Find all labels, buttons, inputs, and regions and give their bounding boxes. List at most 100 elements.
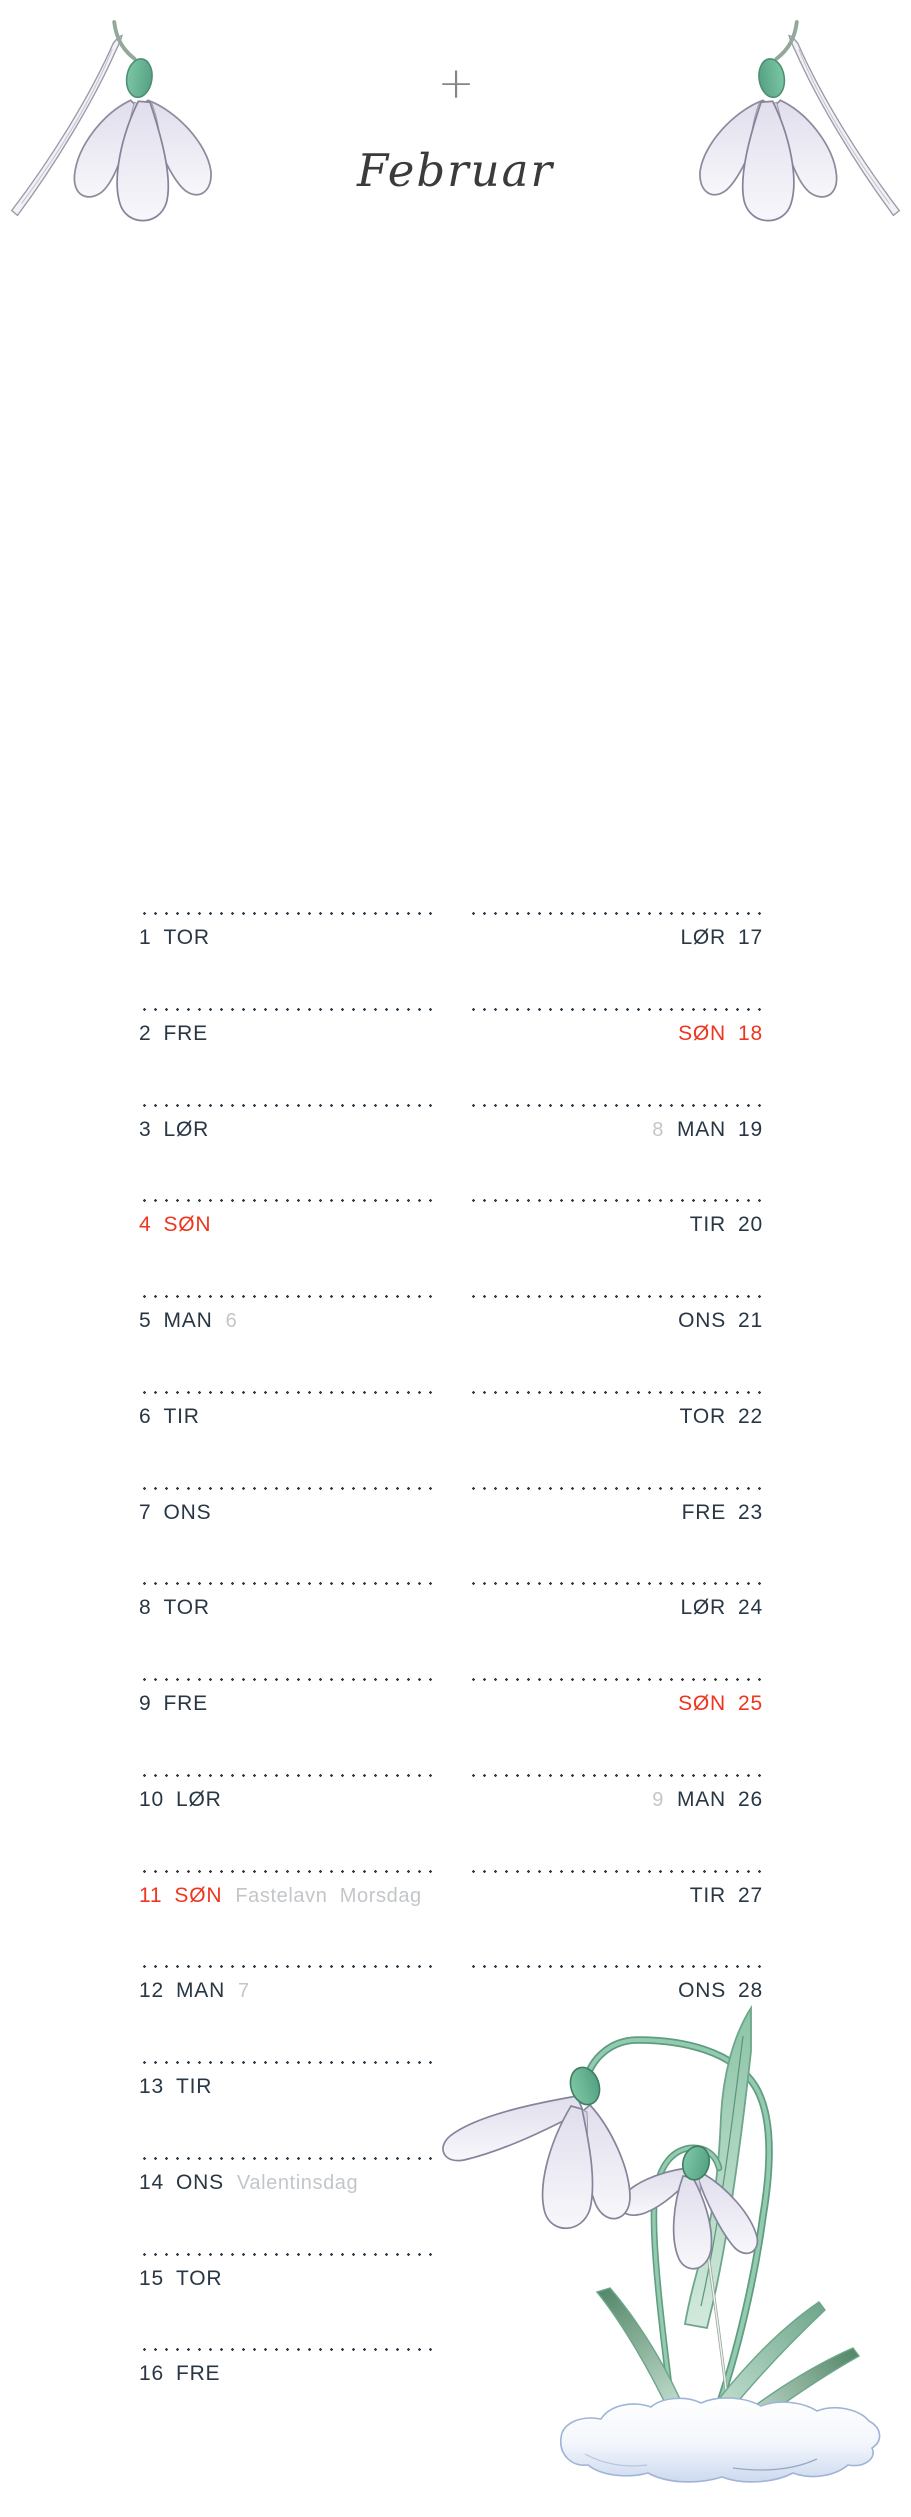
calendar-day-row: TIR 20	[468, 1199, 763, 1237]
snowdrop-illustration-top-right	[699, 20, 901, 222]
dotted-writing-line	[468, 1199, 763, 1203]
date-number: 1	[139, 926, 152, 949]
holiday-note: Fastelavn Morsdag	[235, 1884, 422, 1907]
weekday-abbreviation: MAN	[163, 1309, 213, 1332]
date-number: 7	[139, 1500, 152, 1524]
calendar-day-row: LØR 24	[468, 1582, 763, 1620]
calendar-day-row: SØN 18	[468, 1007, 763, 1046]
day-label: LØR 24	[468, 1596, 763, 1620]
calendar-day-row: 15 TOR	[139, 2252, 433, 2291]
weekday-abbreviation: SØN	[174, 1883, 223, 1907]
day-label: 2 FRE	[139, 1022, 433, 1046]
day-label: FRE 23	[468, 1501, 763, 1525]
calendar-day-row: 9 MAN 26	[468, 1773, 763, 1812]
weekday-abbreviation: ONS	[163, 1500, 212, 1524]
dotted-writing-line	[139, 2156, 433, 2160]
day-label: SØN 18	[468, 1022, 763, 1046]
date-number: 17	[738, 926, 763, 949]
date-number: 4	[139, 1213, 152, 1237]
weekday-abbreviation: SØN	[163, 1213, 212, 1237]
day-label: 16 FRE	[139, 2362, 433, 2386]
calendar-day-row: TOR 22	[468, 1390, 763, 1429]
dotted-writing-line	[139, 1295, 433, 1298]
week-number: 9	[652, 1788, 664, 1811]
week-number: 6	[225, 1310, 238, 1332]
dotted-writing-line	[139, 1869, 433, 1873]
day-label: TIR 20	[468, 1213, 763, 1237]
dotted-writing-line	[468, 1295, 763, 1298]
weekday-abbreviation: FRE	[163, 1692, 208, 1715]
calendar-day-row: FRE 23	[468, 1486, 763, 1525]
weekday-abbreviation: TIR	[163, 1404, 200, 1428]
calendar-day-row: 12 MAN 7	[139, 1965, 433, 2003]
dotted-writing-line	[139, 1486, 433, 1490]
day-label: 9 MAN 26	[468, 1788, 763, 1812]
dotted-writing-line	[468, 1486, 763, 1490]
dotted-writing-line	[139, 1199, 433, 1203]
dotted-writing-line	[139, 912, 433, 915]
day-label: 10 LØR	[139, 1788, 433, 1812]
weekday-abbreviation: MAN	[676, 1117, 727, 1141]
day-label: 1 TOR	[139, 926, 433, 950]
month-title: Februar	[356, 144, 555, 197]
weekday-abbreviation: TOR	[175, 2266, 223, 2290]
date-number: 20	[738, 1213, 763, 1237]
date-number: 27	[738, 1883, 763, 1907]
calendar-day-row: 2 FRE	[139, 1007, 433, 1046]
day-label: 9 FRE	[139, 1692, 433, 1716]
weekday-abbreviation: LØR	[175, 1787, 222, 1811]
calendar-day-row: 8 MAN 19	[468, 1103, 763, 1142]
calendar-day-row: SØN 25	[468, 1678, 763, 1716]
calendar-day-row: LØR 17	[468, 912, 763, 950]
calendar-day-row: 7 ONS	[139, 1486, 433, 1525]
dotted-writing-line	[468, 1965, 763, 1969]
weekday-abbreviation: TIR	[689, 1213, 727, 1237]
day-label: 5 MAN 6	[139, 1309, 433, 1333]
day-label: SØN 25	[468, 1692, 763, 1716]
calendar-day-row: 5 MAN 6	[139, 1295, 433, 1333]
dotted-writing-line	[139, 1103, 433, 1107]
day-label: 8 MAN 19	[468, 1118, 763, 1142]
calendar-day-row: 8 TOR	[139, 1582, 433, 1620]
date-number: 3	[139, 1117, 152, 1141]
weekday-abbreviation: TOR	[679, 1404, 727, 1428]
dotted-writing-line	[468, 912, 763, 915]
dotted-writing-line	[468, 1103, 763, 1107]
date-number: 28	[738, 1979, 763, 2003]
weekday-abbreviation: FRE	[681, 1500, 727, 1524]
date-number: 2	[139, 1021, 152, 1045]
dotted-writing-line	[468, 1678, 763, 1681]
dotted-writing-line	[139, 1678, 433, 1681]
date-number: 8	[139, 1596, 152, 1620]
snowdrops-snow-illustration	[442, 2004, 881, 2483]
date-number: 6	[139, 1404, 152, 1428]
calendar-day-row: TIR 27	[468, 1869, 763, 1908]
day-label: 13 TIR	[139, 2075, 433, 2099]
weekday-abbreviation: TOR	[163, 926, 210, 949]
calendar-column-right: LØR 17 SØN 18 8 MAN 19 TIR 20 ONS 21	[468, 912, 763, 2092]
calendar-day-row: 4 SØN	[139, 1199, 433, 1237]
snowdrop-illustration-top-left	[10, 20, 212, 222]
dotted-writing-line	[468, 1390, 763, 1394]
date-number: 10	[139, 1787, 164, 1811]
day-label: ONS 28	[468, 1979, 763, 2003]
calendar-day-row: ONS 21	[468, 1295, 763, 1333]
dotted-writing-line	[468, 1869, 763, 1873]
dotted-writing-line	[139, 2252, 433, 2256]
day-label: LØR 17	[468, 926, 763, 950]
day-label: ONS 21	[468, 1309, 763, 1333]
date-number: 13	[139, 2075, 164, 2098]
dotted-writing-line	[139, 2061, 433, 2064]
date-number: 23	[738, 1500, 763, 1524]
date-number: 12	[139, 1979, 164, 2003]
weekday-abbreviation: LØR	[680, 1596, 727, 1620]
dotted-writing-line	[468, 1007, 763, 1011]
calendar-day-row: 6 TIR	[139, 1390, 433, 1429]
dotted-writing-line	[139, 1007, 433, 1011]
day-label: 4 SØN	[139, 1213, 433, 1237]
day-label: 14 ONS Valentinsdag	[139, 2171, 433, 2195]
weekday-abbreviation: SØN	[678, 1692, 727, 1715]
date-number: 18	[738, 1021, 763, 1045]
weekday-abbreviation: MAN	[676, 1787, 727, 1811]
